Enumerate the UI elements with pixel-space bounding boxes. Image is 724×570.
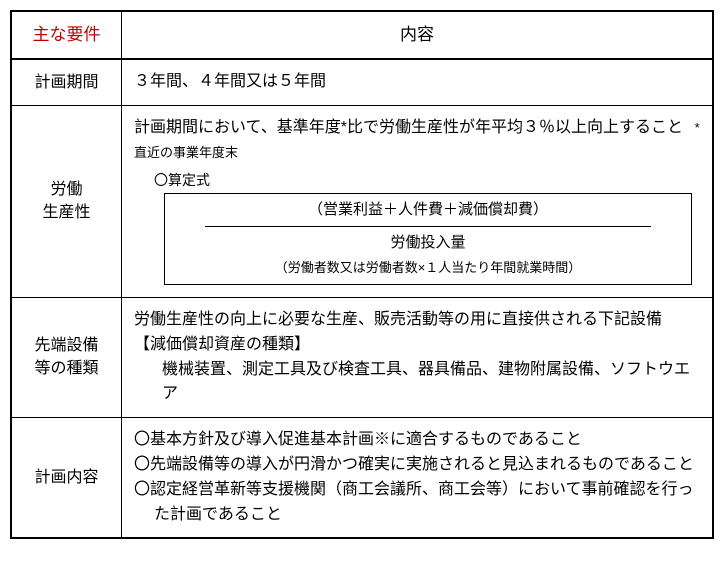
label-plan: 計画内容 (12, 418, 122, 537)
formula-denominator: 労働投入量 (165, 227, 691, 254)
content-productivity: 計画期間において、基準年度*比で労働生産性が年平均３％以上向上すること *直近の… (122, 106, 712, 297)
content-plan: 〇基本方針及び導入促進基本計画※に適合するものであること 〇先端設備等の導入が円… (122, 418, 712, 537)
label-productivity: 労働 生産性 (12, 106, 122, 297)
content-equipment: 労働生産性の向上に必要な生産、販売活動等の用に直接供される下記設備 【減価償却資… (122, 298, 712, 417)
header-cell-content: 内容 (122, 12, 712, 58)
label-productivity-line2: 生産性 (42, 204, 90, 221)
formula-detail: （労働者数又は労働者数×１人当たり年間就業時間） (165, 258, 691, 278)
label-equipment-line2: 等の種類 (34, 360, 98, 377)
row-equipment: 先端設備 等の種類 労働生産性の向上に必要な生産、販売活動等の用に直接供される下… (12, 298, 712, 418)
plan-item-2: 〇先端設備等の導入が円滑かつ確実に実施されると見込まれるものであること (134, 453, 700, 478)
plan-item-3: 〇認定経営革新等支援機関（商工会議所、商工会等）において事前確認を行った計画であ… (134, 478, 700, 528)
row-plan: 計画内容 〇基本方針及び導入促進基本計画※に適合するものであること 〇先端設備等… (12, 418, 712, 537)
row-period: 計画期間 ３年間、４年間又は５年間 (12, 60, 712, 106)
header-cell-requirements: 主な要件 (12, 12, 122, 58)
productivity-description: 計画期間において、基準年度*比で労働生産性が年平均３％以上向上すること (134, 119, 683, 136)
formula-label: 〇算定式 (154, 170, 700, 192)
row-productivity: 労働 生産性 計画期間において、基準年度*比で労働生産性が年平均３％以上向上する… (12, 106, 712, 298)
requirements-table: 主な要件 内容 計画期間 ３年間、４年間又は５年間 労働 生産性 計画期間におい… (10, 10, 714, 539)
equipment-intro: 労働生産性の向上に必要な生産、販売活動等の用に直接供される下記設備 (134, 308, 700, 333)
label-productivity-line1: 労働 (50, 181, 82, 198)
formula-numerator: （営業利益＋人件費＋減価償却費） (205, 198, 651, 226)
label-equipment: 先端設備 等の種類 (12, 298, 122, 417)
equipment-subtitle: 【減価償却資産の種類】 (134, 333, 700, 358)
label-equipment-line1: 先端設備 (34, 337, 98, 354)
formula-box: （営業利益＋人件費＋減価償却費） 労働投入量 （労働者数又は労働者数×１人当たり… (164, 193, 692, 285)
content-period: ３年間、４年間又は５年間 (122, 60, 712, 105)
label-period: 計画期間 (12, 60, 122, 105)
plan-item-1: 〇基本方針及び導入促進基本計画※に適合するものであること (134, 428, 700, 453)
equipment-items: 機械装置、測定工具及び検査工具、器具備品、建物附属設備、ソフトウエア (134, 358, 700, 408)
header-row: 主な要件 内容 (12, 12, 712, 60)
